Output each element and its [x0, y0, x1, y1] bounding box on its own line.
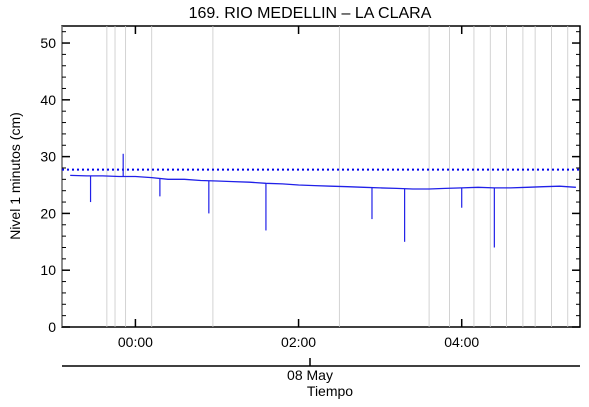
date-label: 08 May [287, 367, 333, 383]
series-group [70, 174, 576, 190]
x-tick-label: 02:00 [281, 334, 316, 350]
y-tick-label: 40 [40, 92, 56, 108]
y-tick-label: 50 [40, 35, 56, 51]
y-tick-label: 30 [40, 149, 56, 165]
x-axis-label: Tiempo [307, 383, 353, 399]
spike-group [89, 153, 495, 248]
gap-lines [61, 26, 569, 327]
y-tick-label: 20 [40, 205, 56, 221]
x-tick-label: 00:00 [118, 334, 153, 350]
y-tick-label: 0 [48, 319, 56, 335]
chart-title: 169. RIO MEDELLIN – LA CLARA [189, 5, 432, 22]
series-line [70, 174, 576, 190]
y-tick-label: 10 [40, 262, 56, 278]
y-axis-label: Nivel 1 minutos (cm) [7, 112, 23, 240]
x-tick-label: 04:00 [444, 334, 479, 350]
y-ticks: 0 10 20 30 40 50 [40, 31, 580, 335]
